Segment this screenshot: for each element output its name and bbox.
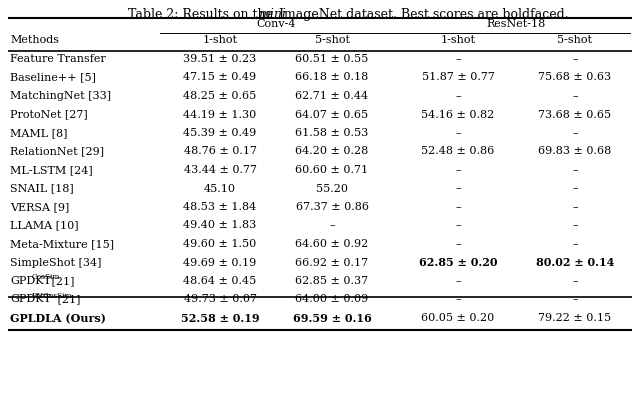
- Text: ImageNet dataset. Best scores are boldfaced.: ImageNet dataset. Best scores are boldfa…: [279, 8, 568, 21]
- Text: 48.25 ± 0.65: 48.25 ± 0.65: [184, 91, 257, 101]
- Text: –: –: [455, 276, 461, 286]
- Text: –: –: [572, 54, 578, 64]
- Text: [21]: [21]: [54, 295, 81, 304]
- Text: 39.51 ± 0.23: 39.51 ± 0.23: [184, 54, 257, 64]
- Text: –: –: [572, 276, 578, 286]
- Text: 5-shot: 5-shot: [557, 35, 593, 45]
- Text: –: –: [455, 295, 461, 304]
- Text: –: –: [572, 184, 578, 193]
- Text: 66.18 ± 0.18: 66.18 ± 0.18: [296, 73, 369, 82]
- Text: 52.48 ± 0.86: 52.48 ± 0.86: [421, 146, 495, 157]
- Text: 51.87 ± 0.77: 51.87 ± 0.77: [422, 73, 495, 82]
- Text: Table 2: Results on the: Table 2: Results on the: [128, 8, 277, 21]
- Text: 64.00 ± 0.09: 64.00 ± 0.09: [296, 295, 369, 304]
- Text: 49.60 ± 1.50: 49.60 ± 1.50: [184, 239, 257, 249]
- Text: 69.83 ± 0.68: 69.83 ± 0.68: [538, 146, 612, 157]
- Text: Conv-4: Conv-4: [256, 19, 296, 29]
- Text: 64.07 ± 0.65: 64.07 ± 0.65: [296, 109, 369, 120]
- Text: –: –: [455, 184, 461, 193]
- Text: 62.85 ± 0.20: 62.85 ± 0.20: [419, 257, 497, 268]
- Text: 43.44 ± 0.77: 43.44 ± 0.77: [184, 165, 257, 175]
- Text: 62.71 ± 0.44: 62.71 ± 0.44: [296, 91, 369, 101]
- Text: 64.60 ± 0.92: 64.60 ± 0.92: [296, 239, 369, 249]
- Text: Meta-Mixture [15]: Meta-Mixture [15]: [10, 239, 114, 249]
- Text: –: –: [572, 239, 578, 249]
- Text: 60.05 ± 0.20: 60.05 ± 0.20: [421, 313, 495, 323]
- Text: –: –: [455, 54, 461, 64]
- Text: 75.68 ± 0.63: 75.68 ± 0.63: [538, 73, 612, 82]
- Text: 49.40 ± 1.83: 49.40 ± 1.83: [184, 220, 257, 231]
- Text: GPLDLA (Ours): GPLDLA (Ours): [10, 313, 106, 324]
- Text: ML-LSTM [24]: ML-LSTM [24]: [10, 165, 93, 175]
- Text: 5-shot: 5-shot: [314, 35, 349, 45]
- Text: 49.73 ± 0.07: 49.73 ± 0.07: [184, 295, 257, 304]
- Text: 48.76 ± 0.17: 48.76 ± 0.17: [184, 146, 257, 157]
- Text: 49.69 ± 0.19: 49.69 ± 0.19: [184, 257, 257, 268]
- Text: 1-shot: 1-shot: [202, 35, 237, 45]
- Text: 47.15 ± 0.49: 47.15 ± 0.49: [184, 73, 257, 82]
- Text: 44.19 ± 1.30: 44.19 ± 1.30: [184, 109, 257, 120]
- Text: 67.37 ± 0.86: 67.37 ± 0.86: [296, 202, 369, 212]
- Text: –: –: [455, 91, 461, 101]
- Text: RelationNet [29]: RelationNet [29]: [10, 146, 104, 157]
- Text: Methods: Methods: [10, 35, 59, 45]
- Text: BNCosSim: BNCosSim: [31, 291, 72, 299]
- Text: 55.20: 55.20: [316, 184, 348, 193]
- Text: –: –: [572, 295, 578, 304]
- Text: ProtoNet [27]: ProtoNet [27]: [10, 109, 88, 120]
- Text: 80.02 ± 0.14: 80.02 ± 0.14: [536, 257, 614, 268]
- Text: SimpleShot [34]: SimpleShot [34]: [10, 257, 102, 268]
- Text: 1-shot: 1-shot: [440, 35, 476, 45]
- Text: ResNet-18: ResNet-18: [487, 19, 546, 29]
- Text: 48.53 ± 1.84: 48.53 ± 1.84: [184, 202, 257, 212]
- Text: MAML [8]: MAML [8]: [10, 128, 67, 138]
- Text: –: –: [455, 220, 461, 231]
- Text: VERSA [9]: VERSA [9]: [10, 202, 69, 212]
- Text: 48.64 ± 0.45: 48.64 ± 0.45: [184, 276, 257, 286]
- Text: –: –: [329, 220, 335, 231]
- Text: –: –: [455, 128, 461, 138]
- Text: –: –: [572, 128, 578, 138]
- Text: 64.20 ± 0.28: 64.20 ± 0.28: [296, 146, 369, 157]
- Text: Baseline++ [5]: Baseline++ [5]: [10, 73, 96, 82]
- Text: 45.39 ± 0.49: 45.39 ± 0.49: [184, 128, 257, 138]
- Text: 45.10: 45.10: [204, 184, 236, 193]
- Text: CosSim: CosSim: [31, 273, 60, 281]
- Text: –: –: [455, 239, 461, 249]
- Text: –: –: [572, 91, 578, 101]
- Text: –: –: [572, 220, 578, 231]
- Text: LLAMA [10]: LLAMA [10]: [10, 220, 79, 231]
- Text: GPDKT: GPDKT: [10, 276, 51, 286]
- Text: Feature Transfer: Feature Transfer: [10, 54, 106, 64]
- Text: 60.60 ± 0.71: 60.60 ± 0.71: [296, 165, 369, 175]
- Text: 60.51 ± 0.55: 60.51 ± 0.55: [296, 54, 369, 64]
- Text: GPDKT: GPDKT: [10, 295, 51, 304]
- Text: mini: mini: [258, 8, 286, 21]
- Text: –: –: [455, 165, 461, 175]
- Text: MatchingNet [33]: MatchingNet [33]: [10, 91, 111, 101]
- Text: –: –: [572, 165, 578, 175]
- Text: 54.16 ± 0.82: 54.16 ± 0.82: [421, 109, 495, 120]
- Text: 61.58 ± 0.53: 61.58 ± 0.53: [296, 128, 369, 138]
- Text: 69.59 ± 0.16: 69.59 ± 0.16: [292, 313, 371, 324]
- Text: 79.22 ± 0.15: 79.22 ± 0.15: [538, 313, 612, 323]
- Text: 52.58 ± 0.19: 52.58 ± 0.19: [180, 313, 259, 324]
- Text: 66.92 ± 0.17: 66.92 ± 0.17: [296, 257, 369, 268]
- Text: 73.68 ± 0.65: 73.68 ± 0.65: [538, 109, 612, 120]
- Text: [21]: [21]: [49, 276, 75, 286]
- Text: –: –: [572, 202, 578, 212]
- Text: 62.85 ± 0.37: 62.85 ± 0.37: [296, 276, 369, 286]
- Text: SNAIL [18]: SNAIL [18]: [10, 184, 74, 193]
- Text: –: –: [455, 202, 461, 212]
